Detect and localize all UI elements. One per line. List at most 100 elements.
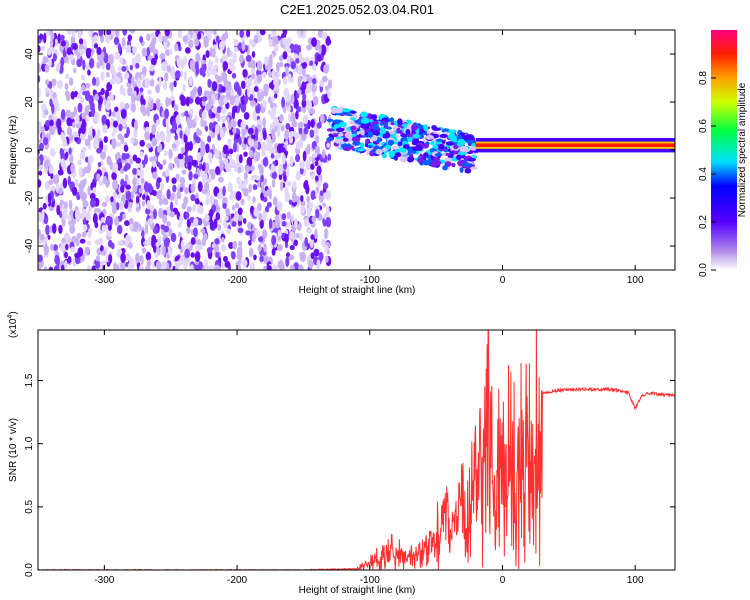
heatmap-cell bbox=[316, 165, 322, 176]
heatmap-cell bbox=[159, 52, 166, 60]
heatmap-cell bbox=[217, 192, 223, 200]
heatmap-cell bbox=[231, 251, 236, 260]
heatmap-cell bbox=[177, 153, 184, 160]
heatmap-cell bbox=[100, 71, 105, 82]
heatmap-cell bbox=[111, 131, 116, 138]
heatmap-cell bbox=[238, 183, 244, 190]
heatmap-cell bbox=[227, 138, 232, 146]
heatmap-cell bbox=[85, 82, 91, 89]
heatmap-cell bbox=[64, 83, 69, 91]
heatmap-cell bbox=[78, 166, 83, 178]
heatmap-cell bbox=[43, 244, 50, 256]
heatmap-cell bbox=[264, 256, 270, 262]
heatmap-cell bbox=[387, 139, 395, 145]
heatmap-cell bbox=[215, 35, 220, 43]
heatmap-cell bbox=[77, 30, 82, 39]
heatmap-cell bbox=[162, 81, 168, 91]
heatmap-cell bbox=[141, 230, 145, 239]
heatmap-cell bbox=[182, 84, 186, 92]
heatmap-cell bbox=[309, 129, 315, 139]
heatmap-cell bbox=[179, 70, 184, 78]
heatmap-cell bbox=[79, 151, 86, 161]
heatmap-cell bbox=[183, 133, 188, 144]
heatmap-cell bbox=[68, 54, 75, 61]
heatmap-cell bbox=[141, 47, 147, 57]
heatmap-cell bbox=[68, 147, 72, 155]
heatmap-cell bbox=[60, 241, 66, 252]
heatmap-cell bbox=[338, 121, 347, 128]
heatmap-cell bbox=[338, 133, 344, 137]
snr-x-label: Height of straight line (km) bbox=[299, 585, 416, 596]
heatmap-cell bbox=[259, 30, 266, 36]
heatmap-cell bbox=[245, 54, 252, 63]
heatmap-cell bbox=[146, 199, 151, 210]
heatmap-cell bbox=[149, 206, 155, 212]
heatmap-cell bbox=[103, 144, 108, 153]
heatmap-cell bbox=[262, 157, 269, 167]
heatmap-cell bbox=[123, 72, 130, 80]
heatmap-cell bbox=[249, 262, 255, 270]
heatmap-cell bbox=[195, 61, 199, 72]
heatmap-cell bbox=[225, 91, 231, 101]
heatmap-cell bbox=[162, 159, 167, 166]
heatmap-cell bbox=[233, 39, 239, 47]
y-tick-label: 0 bbox=[24, 147, 35, 153]
heatmap-cell bbox=[235, 96, 240, 107]
heatmap-cell bbox=[176, 57, 182, 68]
heatmap-cell bbox=[52, 53, 57, 62]
heatmap-cell bbox=[324, 244, 329, 253]
heatmap-cell bbox=[281, 213, 287, 221]
heatmap-cell bbox=[95, 261, 101, 269]
heatmap-cell bbox=[253, 34, 259, 44]
heatmap-cell bbox=[435, 138, 443, 142]
heatmap-cell bbox=[302, 76, 308, 83]
heatmap-cell bbox=[84, 138, 91, 147]
heatmap-cell bbox=[86, 167, 90, 174]
heatmap-cell bbox=[367, 131, 374, 138]
heatmap-cell bbox=[156, 177, 162, 183]
heatmap-cell bbox=[100, 245, 104, 253]
heatmap-cell bbox=[180, 112, 185, 118]
heatmap-cell bbox=[197, 31, 202, 40]
heatmap-cell bbox=[186, 226, 191, 235]
heatmap-cell bbox=[224, 260, 231, 268]
heatmap-cell bbox=[49, 244, 54, 251]
heatmap-cell bbox=[233, 52, 237, 63]
heatmap-cell bbox=[190, 252, 195, 258]
heatmap-cell bbox=[173, 104, 179, 112]
heatmap-cell bbox=[165, 96, 170, 108]
heatmap-cell bbox=[367, 144, 373, 149]
heatmap-cell bbox=[403, 144, 410, 149]
heatmap-cell bbox=[111, 204, 117, 215]
heatmap-cell bbox=[119, 200, 124, 211]
heatmap-cell bbox=[167, 245, 173, 256]
heatmap-cell bbox=[188, 170, 193, 181]
heatmap-cell bbox=[219, 160, 224, 172]
heatmap-cell bbox=[286, 180, 292, 187]
heatmap-cell bbox=[280, 125, 285, 132]
heatmap-cell bbox=[120, 135, 125, 145]
heatmap-cell bbox=[256, 123, 262, 133]
heatmap-cell bbox=[128, 242, 133, 249]
heatmap-cell bbox=[207, 135, 212, 143]
heatmap-cell bbox=[114, 216, 119, 226]
heatmap-cell bbox=[359, 142, 365, 148]
heatmap-cell bbox=[325, 255, 329, 263]
heatmap-cell bbox=[155, 84, 161, 94]
heatmap-cell bbox=[135, 221, 140, 229]
heatmap-cell bbox=[285, 122, 291, 130]
heatmap-cell bbox=[222, 185, 226, 197]
heatmap-cell bbox=[270, 101, 274, 109]
heatmap-cell bbox=[272, 264, 278, 270]
heatmap-cell bbox=[42, 239, 46, 247]
heatmap-cell bbox=[297, 79, 302, 88]
heatmap-cell bbox=[138, 163, 144, 169]
heatmap-cell bbox=[306, 99, 313, 110]
heatmap-cell bbox=[44, 64, 50, 73]
heatmap-cell bbox=[125, 184, 131, 190]
heatmap-cell bbox=[103, 52, 109, 64]
heatmap-cell bbox=[194, 136, 201, 144]
heatmap-cell bbox=[158, 207, 164, 219]
heatmap-cell bbox=[155, 260, 162, 270]
heatmap-cell bbox=[215, 251, 220, 258]
